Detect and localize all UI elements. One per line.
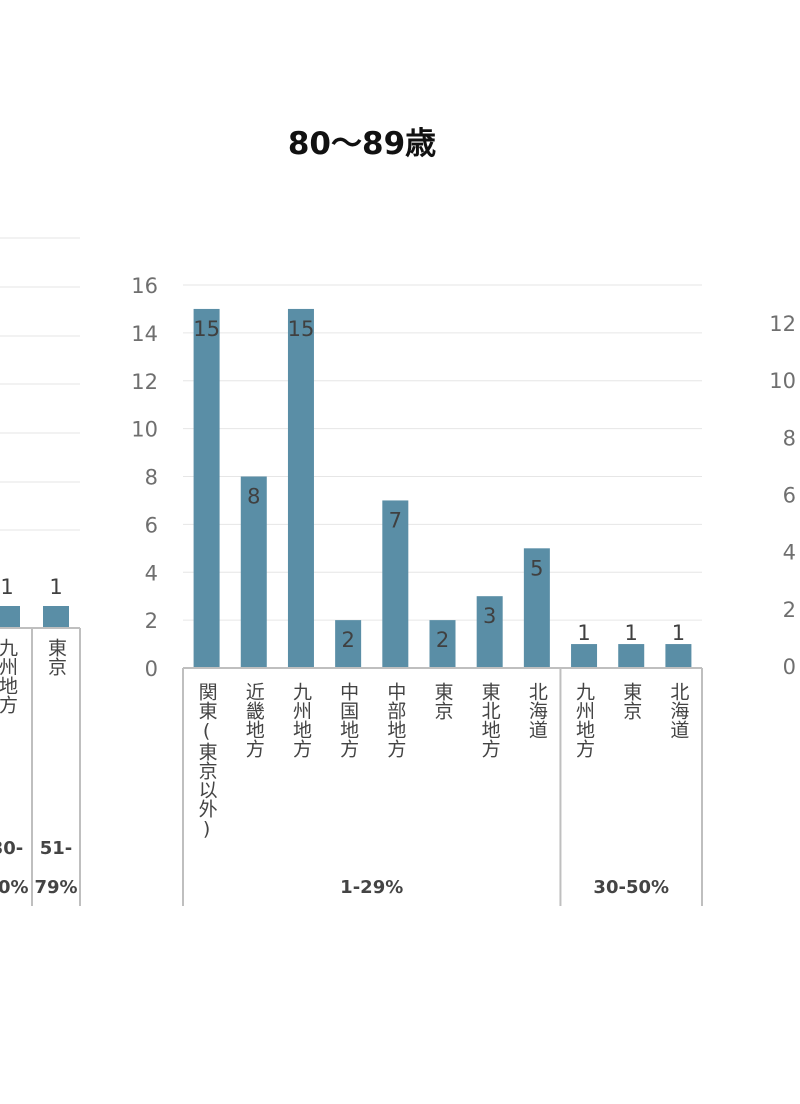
bar bbox=[382, 500, 409, 668]
group-label: 50% bbox=[0, 877, 29, 898]
bar bbox=[429, 620, 456, 668]
group-label: 79% bbox=[34, 877, 77, 898]
y-tick-label: 0 bbox=[145, 657, 158, 681]
x-tick-label: 東京 bbox=[620, 682, 643, 720]
group-label: 1-29% bbox=[340, 877, 403, 898]
y-tick-label: 12 bbox=[769, 312, 796, 336]
x-tick-label: 近畿地方 bbox=[242, 682, 265, 758]
data-label: 1 bbox=[577, 621, 590, 645]
data-label: 2 bbox=[341, 628, 354, 652]
bar bbox=[665, 644, 692, 668]
data-label: 1 bbox=[0, 575, 13, 599]
y-tick-label: 2 bbox=[783, 598, 796, 622]
x-tick-label: 九州地方 bbox=[573, 682, 596, 758]
y-tick-label: 0 bbox=[783, 655, 796, 679]
data-label: 2 bbox=[436, 628, 449, 652]
y-tick-label: 4 bbox=[783, 541, 796, 565]
data-label: 15 bbox=[193, 317, 220, 341]
data-label: 7 bbox=[389, 508, 402, 532]
y-tick-label: 8 bbox=[783, 426, 796, 450]
x-tick-label: 関東(東京以外) bbox=[195, 682, 218, 840]
y-tick-label: 4 bbox=[145, 561, 158, 585]
x-tick-label-box: 九州地方 bbox=[0, 638, 18, 714]
x-tick-label: 中部地方 bbox=[384, 682, 407, 758]
data-label: 1 bbox=[49, 575, 62, 599]
y-tick-label: 16 bbox=[131, 274, 158, 298]
x-tick-label-box: 東京 bbox=[620, 682, 643, 720]
bar bbox=[335, 620, 362, 668]
x-tick-label: 東京 bbox=[45, 638, 67, 676]
x-tick-label: 東北地方 bbox=[478, 682, 501, 758]
bar bbox=[193, 308, 220, 668]
x-tick-label-box: 北海道 bbox=[667, 682, 690, 739]
y-tick-label: 6 bbox=[145, 513, 158, 537]
x-tick-label-box: 東北地方 bbox=[478, 682, 501, 758]
x-tick-label-box: 中国地方 bbox=[337, 682, 360, 758]
x-tick-label-box: 関東(東京以外) bbox=[195, 682, 218, 840]
y-tick-label: 6 bbox=[783, 484, 796, 508]
group-label: 51- bbox=[40, 838, 73, 859]
data-label: 5 bbox=[530, 556, 543, 580]
x-tick-label-box: 東京 bbox=[45, 638, 67, 676]
group-label: 30- bbox=[0, 838, 23, 859]
bar bbox=[43, 606, 69, 628]
data-label: 1 bbox=[672, 621, 685, 645]
y-tick-label: 10 bbox=[131, 418, 158, 442]
x-tick-label-box: 九州地方 bbox=[573, 682, 596, 758]
x-tick-label-box: 九州地方 bbox=[289, 682, 312, 758]
x-tick-label-box: 中部地方 bbox=[384, 682, 407, 758]
bar bbox=[240, 476, 267, 668]
x-tick-label: 北海道 bbox=[525, 682, 548, 739]
data-label: 3 bbox=[483, 604, 496, 628]
bar bbox=[618, 644, 645, 668]
y-tick-label: 10 bbox=[769, 369, 796, 393]
chart-title: 80～89歳 bbox=[287, 126, 437, 162]
x-tick-label-box: 近畿地方 bbox=[242, 682, 265, 758]
bar bbox=[287, 308, 314, 668]
bar bbox=[571, 644, 598, 668]
y-tick-label: 12 bbox=[131, 370, 158, 394]
bar bbox=[476, 596, 503, 668]
x-tick-label: 北海道 bbox=[667, 682, 690, 739]
data-label: 15 bbox=[288, 317, 315, 341]
data-label: 8 bbox=[247, 485, 260, 509]
bar bbox=[0, 606, 20, 628]
y-tick-label: 14 bbox=[131, 322, 158, 346]
data-label: 1 bbox=[625, 621, 638, 645]
x-tick-label-box: 東京 bbox=[431, 682, 454, 720]
y-tick-label: 8 bbox=[145, 466, 158, 490]
bar bbox=[523, 548, 550, 668]
x-tick-label: 九州地方 bbox=[289, 682, 312, 758]
y-tick-label: 2 bbox=[145, 609, 158, 633]
group-label: 30-50% bbox=[593, 877, 669, 898]
x-tick-label: 中国地方 bbox=[337, 682, 360, 758]
x-tick-label-box: 北海道 bbox=[525, 682, 548, 739]
x-tick-label: 東京 bbox=[431, 682, 454, 720]
x-tick-label: 九州地方 bbox=[0, 638, 18, 714]
